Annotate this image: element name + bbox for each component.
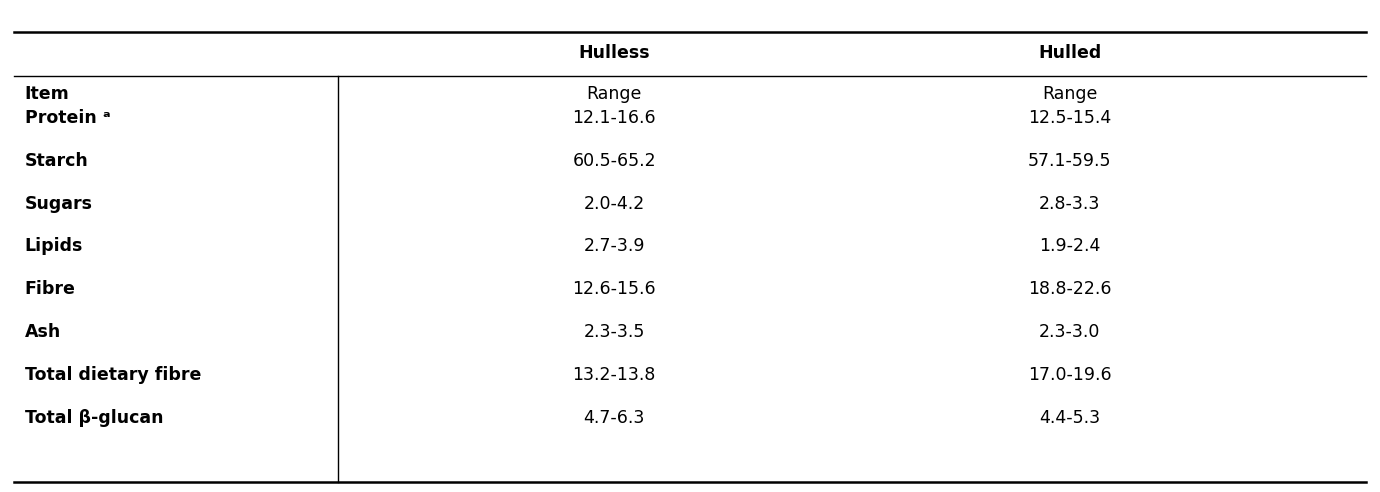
Text: 18.8-22.6: 18.8-22.6: [1028, 280, 1111, 298]
Text: Starch: Starch: [25, 152, 88, 170]
Text: Range: Range: [586, 86, 642, 103]
Text: Fibre: Fibre: [25, 280, 76, 298]
Text: Lipids: Lipids: [25, 238, 83, 255]
Text: Item: Item: [25, 86, 69, 103]
Text: 2.0-4.2: 2.0-4.2: [584, 195, 644, 213]
Text: 12.5-15.4: 12.5-15.4: [1028, 109, 1111, 127]
Text: 2.3-3.0: 2.3-3.0: [1039, 323, 1100, 341]
Text: 1.9-2.4: 1.9-2.4: [1039, 238, 1100, 255]
Text: 2.3-3.5: 2.3-3.5: [584, 323, 644, 341]
Text: Range: Range: [1042, 86, 1097, 103]
Text: Total dietary fibre: Total dietary fibre: [25, 366, 201, 384]
Text: 12.6-15.6: 12.6-15.6: [573, 280, 655, 298]
Text: 2.7-3.9: 2.7-3.9: [584, 238, 644, 255]
Text: Hulless: Hulless: [578, 44, 650, 62]
Text: 13.2-13.8: 13.2-13.8: [573, 366, 655, 384]
Text: 60.5-65.2: 60.5-65.2: [573, 152, 655, 170]
Text: 17.0-19.6: 17.0-19.6: [1028, 366, 1111, 384]
Text: Ash: Ash: [25, 323, 61, 341]
Text: 12.1-16.6: 12.1-16.6: [573, 109, 655, 127]
Text: 57.1-59.5: 57.1-59.5: [1028, 152, 1111, 170]
Text: 4.4-5.3: 4.4-5.3: [1039, 409, 1100, 427]
Text: 2.8-3.3: 2.8-3.3: [1039, 195, 1100, 213]
Text: Total β-glucan: Total β-glucan: [25, 409, 163, 427]
Text: 4.7-6.3: 4.7-6.3: [584, 409, 644, 427]
Text: Hulled: Hulled: [1038, 44, 1101, 62]
Text: Sugars: Sugars: [25, 195, 92, 213]
Text: Protein ᵃ: Protein ᵃ: [25, 109, 110, 127]
